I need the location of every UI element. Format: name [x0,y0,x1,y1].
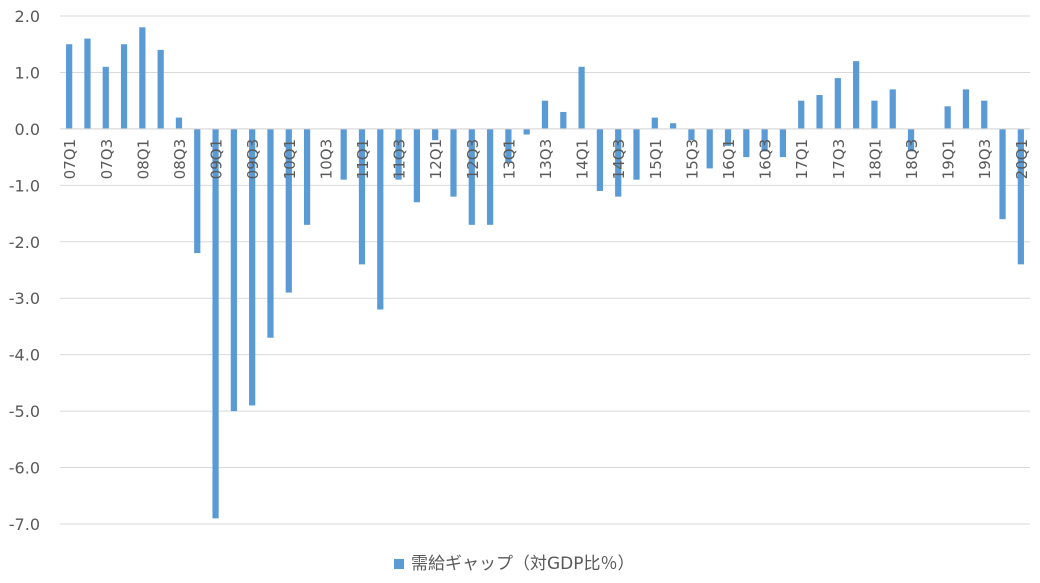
bar [413,128,420,203]
x-tick-label: 07Q3 [98,139,116,179]
bar [944,106,951,129]
bar [615,128,622,197]
bar [816,95,823,129]
bar [450,128,457,197]
x-tick-label: 18Q3 [903,139,921,179]
bar [907,128,915,152]
bar [853,61,860,129]
bar [706,128,713,169]
bar [889,89,896,129]
bar [66,44,73,129]
bar [688,128,695,141]
x-tick-label: 08Q1 [134,139,152,179]
x-tick-label: 08Q3 [171,139,189,179]
legend-swatch [394,559,404,569]
bar [120,44,128,129]
x-tick-label: 13Q3 [537,139,555,179]
bar [175,117,183,129]
x-tick-label: 17Q3 [830,139,848,179]
gridlines [60,15,1030,525]
y-tick-label: -1.0 [9,176,40,195]
bar [194,128,201,254]
bar [230,128,237,412]
bar [999,128,1006,220]
y-tick-label: -3.0 [9,289,40,308]
x-tick-label: 15Q3 [683,139,701,179]
bar [651,117,658,129]
bar [395,128,402,180]
x-tick-label: 14Q1 [574,139,592,179]
legend-label: 需給ギャップ（対GDP比％） [411,554,635,574]
x-axis-tick-labels: 07Q1 07Q3 08Q1 08Q3 09Q1 09Q3 10Q1 10Q3 11Q1 11Q3… [61,139,1031,179]
y-tick-label: 2.0 [15,7,40,26]
legend: 需給ギャップ（対GDP比％） [394,554,635,574]
bar [249,128,256,406]
x-tick-label: 12Q1 [427,139,445,179]
bar [212,128,219,519]
y-tick-label: 0.0 [15,120,40,139]
bar [578,66,585,129]
bar [981,100,988,129]
bar [340,128,347,180]
bar [871,100,878,129]
x-tick-label: 18Q1 [866,139,884,179]
bar [102,66,109,129]
x-tick-label: 15Q1 [647,139,665,179]
y-tick-label: -4.0 [9,346,40,365]
bar [541,100,549,129]
y-tick-label: -5.0 [9,402,40,421]
x-tick-label: 10Q3 [317,139,335,179]
bar-series [66,27,1024,519]
bar [486,128,494,225]
x-tick-label: 09Q1 [208,139,226,179]
bar [505,128,512,163]
bar [139,27,146,129]
bar [834,78,841,129]
bar [670,123,677,129]
bar [560,111,567,129]
bar [303,128,311,225]
bar [596,128,604,191]
x-tick-label: 11Q1 [354,139,372,179]
bar [962,89,970,129]
bar [358,128,366,265]
y-tick-label: 1.0 [15,63,40,82]
bar [377,128,384,310]
bar [779,128,787,158]
x-tick-label: 19Q1 [940,139,958,179]
x-tick-label: 16Q1 [720,139,738,179]
bar [798,100,805,129]
bar [157,49,164,129]
x-tick-label: 14Q3 [610,139,628,179]
bar [523,128,530,135]
x-tick-label: 10Q1 [281,139,299,179]
x-tick-label: 20Q1 [1013,139,1031,179]
bar [285,128,292,293]
x-tick-label: 19Q3 [976,139,994,179]
x-tick-label: 11Q3 [391,139,409,179]
bar [724,128,732,146]
bar [633,128,640,180]
x-tick-label: 17Q1 [793,139,811,179]
x-tick-label: 07Q1 [61,139,79,179]
y-tick-label: -7.0 [9,515,40,534]
x-tick-label: 09Q3 [244,139,262,179]
bar [743,128,750,158]
y-tick-label: -6.0 [9,459,40,478]
y-axis-tick-labels: 2.0 1.0 0.0 -1.0 -2.0 -3.0 -4.0 -5.0 -6.0 -7.0 [9,7,40,534]
y-tick-label: -2.0 [9,233,40,252]
bar [267,128,274,338]
bar [84,38,91,129]
bar [468,128,475,225]
x-tick-label: 16Q3 [757,139,775,179]
x-tick-label: 12Q3 [464,139,482,179]
bar [432,128,439,141]
x-tick-label: 13Q1 [500,139,518,179]
bar [761,128,768,152]
bar [1017,128,1024,265]
